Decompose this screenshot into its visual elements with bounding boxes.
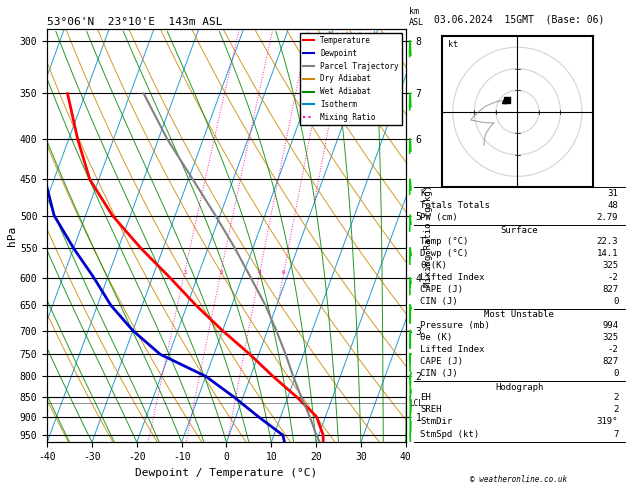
Text: LCL: LCL: [409, 399, 423, 408]
Text: -2: -2: [608, 273, 618, 282]
Text: PW (cm): PW (cm): [420, 213, 458, 222]
Text: Totals Totals: Totals Totals: [420, 201, 490, 209]
Text: © weatheronline.co.uk: © weatheronline.co.uk: [470, 474, 567, 484]
Text: CAPE (J): CAPE (J): [420, 285, 463, 294]
Text: EH: EH: [420, 393, 431, 402]
Text: CIN (J): CIN (J): [420, 297, 458, 306]
Text: 31: 31: [608, 189, 618, 197]
Text: 325: 325: [602, 333, 618, 342]
Text: 319°: 319°: [597, 417, 618, 427]
Text: Pressure (mb): Pressure (mb): [420, 321, 490, 330]
Text: StmDir: StmDir: [420, 417, 452, 427]
Text: 6: 6: [282, 270, 286, 275]
Text: km
ASL: km ASL: [409, 7, 424, 27]
Text: 4: 4: [258, 270, 262, 275]
Text: 2.79: 2.79: [597, 213, 618, 222]
Text: SREH: SREH: [420, 405, 442, 415]
Text: 0: 0: [613, 297, 618, 306]
X-axis label: Dewpoint / Temperature (°C): Dewpoint / Temperature (°C): [135, 468, 318, 478]
Text: 14.1: 14.1: [597, 249, 618, 258]
Text: Temp (°C): Temp (°C): [420, 237, 469, 246]
Text: 2: 2: [219, 270, 223, 275]
Text: StmSpd (kt): StmSpd (kt): [420, 430, 479, 438]
Text: 2: 2: [613, 393, 618, 402]
Text: Hodograph: Hodograph: [495, 383, 543, 392]
Text: θe(K): θe(K): [420, 261, 447, 270]
Y-axis label: Mixing Ratio (g/kg): Mixing Ratio (g/kg): [424, 185, 433, 287]
Text: θe (K): θe (K): [420, 333, 452, 342]
Text: 53°06'N  23°10'E  143m ASL: 53°06'N 23°10'E 143m ASL: [47, 17, 223, 27]
Text: Dewp (°C): Dewp (°C): [420, 249, 469, 258]
Y-axis label: hPa: hPa: [7, 226, 17, 246]
Text: kt: kt: [448, 40, 459, 49]
Text: 03.06.2024  15GMT  (Base: 06): 03.06.2024 15GMT (Base: 06): [434, 14, 604, 24]
Text: 7: 7: [613, 430, 618, 438]
Text: Lifted Index: Lifted Index: [420, 273, 485, 282]
Text: -2: -2: [608, 345, 618, 354]
Text: 22.3: 22.3: [597, 237, 618, 246]
Text: 2: 2: [613, 405, 618, 415]
Legend: Temperature, Dewpoint, Parcel Trajectory, Dry Adiabat, Wet Adiabat, Isotherm, Mi: Temperature, Dewpoint, Parcel Trajectory…: [299, 33, 402, 125]
Text: 48: 48: [608, 201, 618, 209]
Text: CAPE (J): CAPE (J): [420, 357, 463, 366]
Text: 827: 827: [602, 285, 618, 294]
Text: CIN (J): CIN (J): [420, 369, 458, 378]
Text: 994: 994: [602, 321, 618, 330]
Text: 827: 827: [602, 357, 618, 366]
Text: 1: 1: [183, 270, 187, 275]
Text: Most Unstable: Most Unstable: [484, 311, 554, 319]
Text: 325: 325: [602, 261, 618, 270]
Text: Lifted Index: Lifted Index: [420, 345, 485, 354]
Text: 0: 0: [613, 369, 618, 378]
Text: K: K: [420, 189, 426, 197]
Text: Surface: Surface: [501, 226, 538, 235]
